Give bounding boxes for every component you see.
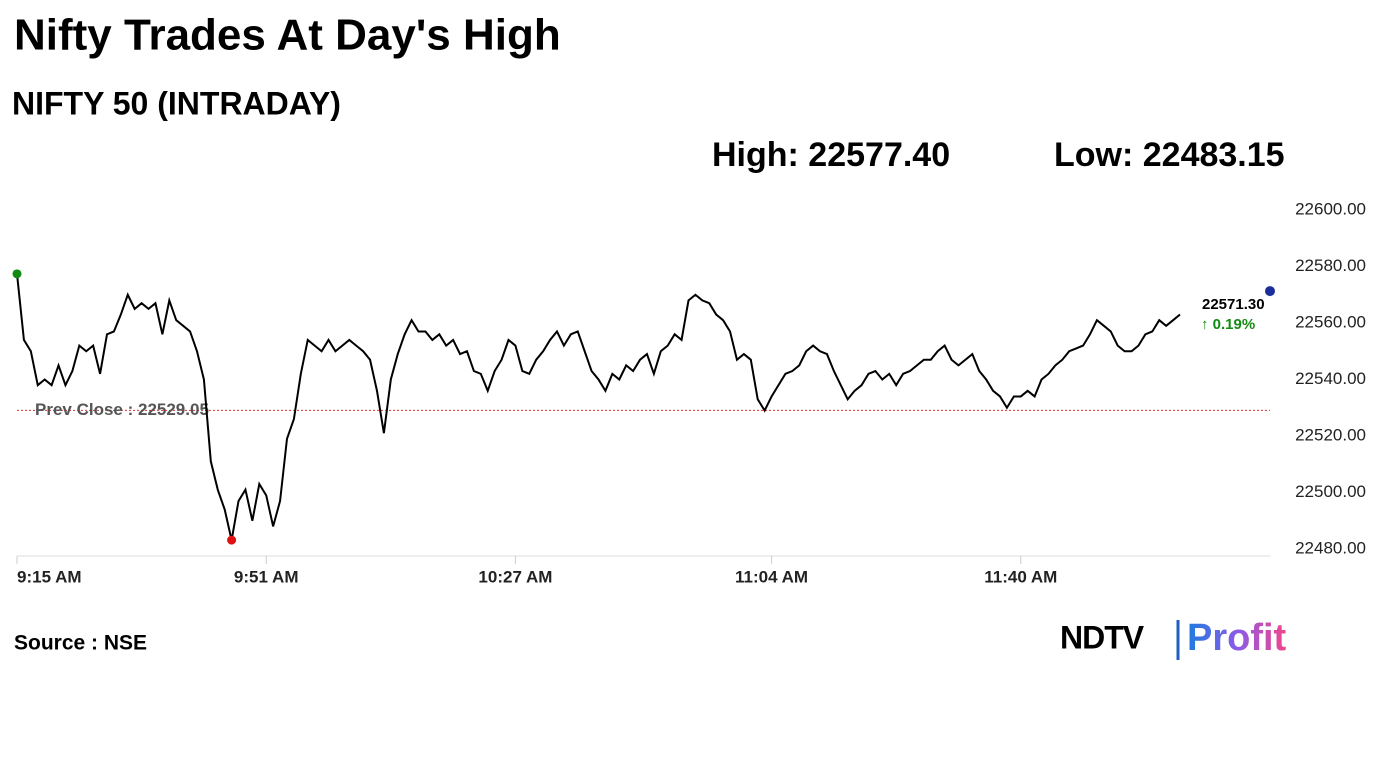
last-value: 22571.30 (1202, 296, 1265, 313)
x-tick-label: 11:40 AM (984, 567, 1057, 586)
y-tick-label: 22600.00 (1295, 199, 1366, 218)
y-tick-label: 22480.00 (1295, 538, 1366, 557)
logo-product: Profit (1187, 617, 1287, 659)
last-change: ↑ 0.19% (1201, 316, 1255, 333)
y-tick-label: 22560.00 (1295, 312, 1366, 331)
chart-subtitle: NIFTY 50 (INTRADAY) (12, 85, 341, 121)
y-tick-label: 22580.00 (1295, 256, 1366, 275)
logo-brand: NDTV (1060, 619, 1145, 655)
chart-title: Nifty Trades At Day's High (14, 11, 561, 60)
y-tick-label: 22520.00 (1295, 425, 1366, 444)
high-dot (12, 269, 22, 279)
source: Source : NSE (14, 632, 147, 655)
y-tick-label: 22500.00 (1295, 482, 1366, 501)
y-tick-label: 22540.00 (1295, 369, 1366, 388)
low-label: Low: 22483.15 (1054, 136, 1285, 174)
x-tick-label: 10:27 AM (478, 567, 552, 586)
x-tick-label: 9:51 AM (234, 567, 299, 586)
high-label: High: 22577.40 (712, 136, 950, 174)
last-dot (1265, 286, 1275, 297)
prev-close-label: Prev Close : 22529.05 (35, 400, 209, 419)
price-line (16, 273, 1181, 541)
x-tick-label: 9:15 AM (17, 567, 82, 586)
x-tick-label: 11:04 AM (735, 567, 808, 586)
low-dot (227, 535, 237, 545)
